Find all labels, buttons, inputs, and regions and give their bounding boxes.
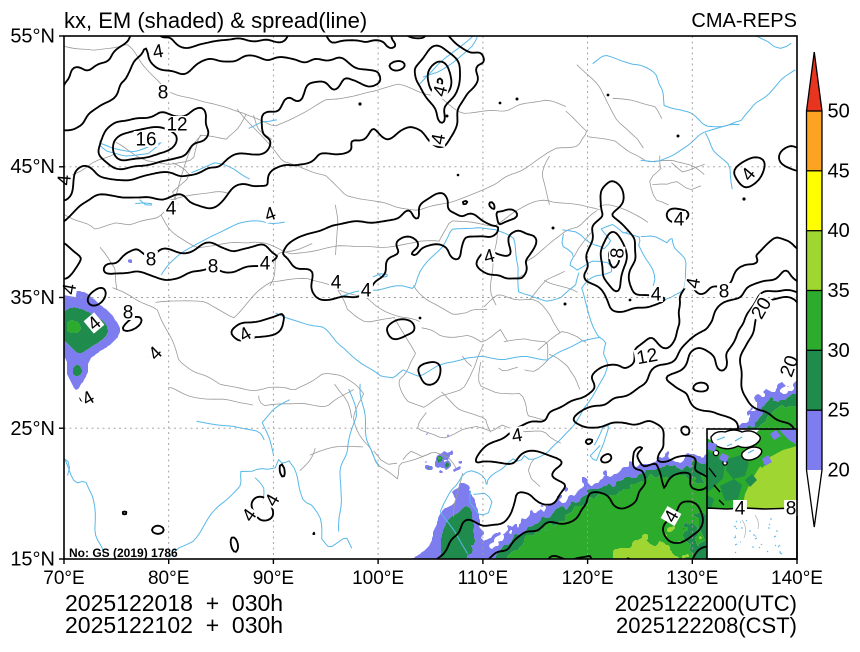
svg-text:8: 8 [786,499,797,520]
svg-text:35°N: 35°N [10,287,55,309]
svg-text:8: 8 [208,257,219,278]
svg-text:2025122200(UTC): 2025122200(UTC) [615,591,797,616]
svg-text:CMA-REPS: CMA-REPS [691,10,797,32]
svg-text:No: GS (2019) 1786: No: GS (2019) 1786 [69,546,178,560]
svg-text:100°E: 100°E [352,568,404,589]
svg-text:55°N: 55°N [10,26,55,48]
svg-text:8: 8 [158,83,169,104]
svg-text:80°E: 80°E [148,568,189,589]
svg-text:12: 12 [635,345,659,369]
svg-text:8: 8 [123,303,134,324]
svg-text:140°E: 140°E [771,568,823,589]
svg-text:120°E: 120°E [562,568,614,589]
svg-text:4: 4 [674,210,685,231]
svg-text:4: 4 [361,281,372,302]
svg-text:16: 16 [135,130,156,151]
svg-text:8: 8 [719,282,730,303]
svg-text:2025122018 + 030h: 2025122018 + 030h [65,590,283,616]
svg-text:8: 8 [146,250,157,271]
svg-text:130°E: 130°E [666,568,718,589]
svg-text:30: 30 [828,340,850,362]
svg-text:8: 8 [607,247,629,259]
svg-text:2025122208(CST): 2025122208(CST) [616,613,797,638]
svg-text:4: 4 [166,199,177,220]
svg-text:110°E: 110°E [458,568,509,589]
svg-text:4: 4 [428,132,451,146]
svg-text:4: 4 [151,41,165,64]
svg-text:4: 4 [683,276,706,290]
svg-text:kx, EM (shaded) & spread(line): kx, EM (shaded) & spread(line) [64,8,367,33]
svg-text:20: 20 [828,460,850,482]
svg-text:2025122102 + 030h: 2025122102 + 030h [65,612,283,638]
svg-text:15°N: 15°N [10,549,55,571]
svg-text:4: 4 [331,273,342,294]
svg-text:45°N: 45°N [10,156,55,178]
svg-text:70°E: 70°E [43,568,84,589]
svg-text:45: 45 [828,160,850,182]
svg-text:40: 40 [828,220,850,242]
svg-text:25°N: 25°N [10,418,55,440]
svg-text:35: 35 [828,280,850,302]
svg-text:4: 4 [510,425,524,448]
svg-text:90°E: 90°E [253,568,294,589]
svg-text:50: 50 [828,101,850,123]
svg-text:4: 4 [651,285,662,306]
svg-text:12: 12 [166,115,187,136]
svg-text:4: 4 [260,254,271,275]
svg-text:4: 4 [54,173,76,186]
svg-text:25: 25 [828,400,850,422]
svg-text:4: 4 [735,499,746,520]
